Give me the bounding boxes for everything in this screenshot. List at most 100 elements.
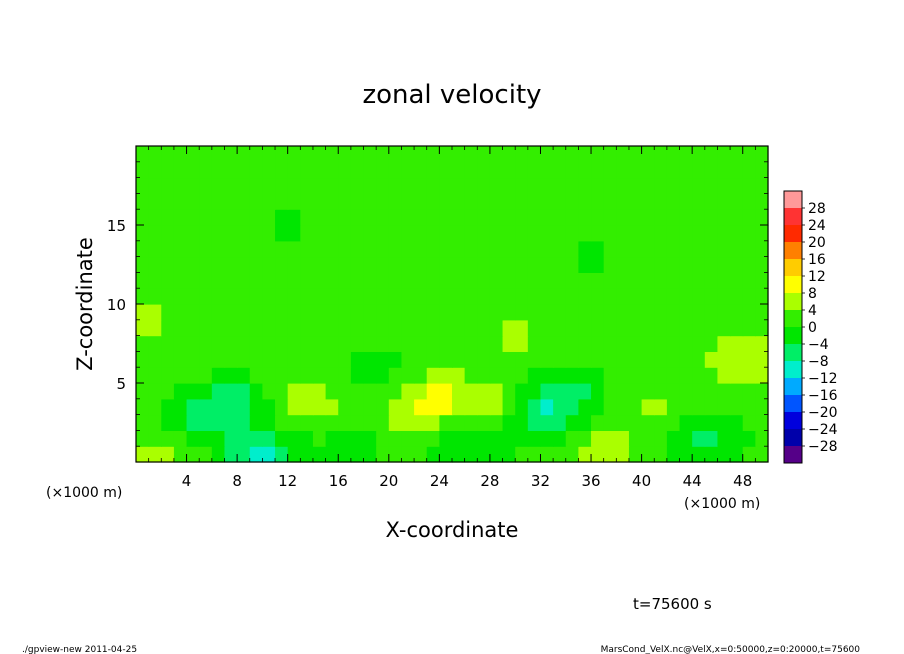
heatmap-cell: [287, 288, 301, 305]
heatmap-cell: [287, 304, 301, 321]
heatmap-cell: [515, 256, 529, 273]
heatmap-cell: [300, 335, 314, 352]
heatmap-cell: [211, 256, 226, 273]
heatmap-cell: [641, 256, 655, 273]
heatmap-cell: [161, 146, 175, 163]
heatmap-cell: [578, 225, 592, 242]
heatmap-cell: [489, 146, 504, 163]
heatmap-cell: [527, 430, 542, 447]
heatmap-cell: [224, 446, 238, 463]
heatmap-cell: [401, 256, 415, 273]
heatmap-cell: [148, 398, 162, 416]
heatmap-cell: [565, 288, 579, 305]
heatmap-cell: [376, 335, 390, 352]
heatmap-cell: [628, 146, 643, 163]
heatmap-cell: [679, 272, 693, 289]
x-tick-label: 16: [329, 472, 348, 490]
colorbar-label: 24: [808, 218, 826, 234]
heatmap-cell: [502, 351, 516, 368]
heatmap-cell: [224, 398, 238, 416]
heatmap-cell: [742, 161, 756, 179]
heatmap-cell: [325, 430, 339, 447]
heatmap-cell: [452, 288, 466, 305]
heatmap-cell: [628, 240, 643, 258]
heatmap-cell: [173, 351, 188, 368]
heatmap-cell: [300, 272, 314, 289]
heatmap-cell: [376, 398, 390, 416]
heatmap-cell: [704, 161, 719, 179]
heatmap-cell: [578, 161, 592, 179]
heatmap-cell: [237, 256, 251, 273]
heatmap-cell: [237, 272, 251, 289]
heatmap-cell: [578, 272, 592, 289]
heatmap-cell: [136, 288, 150, 305]
heatmap-cell: [414, 240, 428, 258]
heatmap-cell: [211, 177, 226, 194]
heatmap-cell: [565, 240, 579, 258]
heatmap-cell: [502, 304, 516, 321]
heatmap-cell: [591, 225, 605, 242]
heatmap-cell: [186, 272, 200, 289]
heatmap-cell: [249, 272, 263, 289]
heatmap-cell: [388, 146, 403, 163]
heatmap-cell: [502, 177, 516, 194]
heatmap-cell: [224, 225, 238, 242]
heatmap-cell: [730, 177, 744, 194]
heatmap-cell: [363, 430, 377, 447]
heatmap-cell: [603, 225, 617, 242]
heatmap-cell: [199, 383, 213, 400]
heatmap-cell: [262, 367, 276, 384]
heatmap-cell: [717, 351, 731, 368]
heatmap-cell: [515, 146, 529, 163]
heatmap-cell: [489, 430, 504, 447]
heatmap-cell: [350, 240, 365, 258]
heatmap-cell: [742, 304, 756, 321]
heatmap-cell: [262, 398, 276, 416]
heatmap-cell: [148, 446, 162, 463]
heatmap-cell: [426, 161, 440, 179]
heatmap-cell: [161, 398, 175, 416]
heatmap-cell: [616, 319, 630, 337]
heatmap-cell: [742, 146, 756, 163]
heatmap-cell: [704, 335, 719, 352]
heatmap-cell: [540, 446, 554, 463]
heatmap-cell: [401, 161, 415, 179]
heatmap-cell: [275, 177, 289, 194]
heatmap-cell: [578, 351, 592, 368]
heatmap-cell: [262, 272, 276, 289]
heatmap-cell: [173, 430, 188, 447]
heatmap-cell: [742, 446, 756, 463]
heatmap-cell: [692, 288, 706, 305]
colorbar-label: −20: [808, 405, 838, 421]
heatmap-cell: [148, 430, 162, 447]
heatmap-cell: [275, 383, 289, 400]
heatmap-cell: [628, 446, 643, 463]
heatmap-cell: [439, 446, 453, 463]
heatmap-cell: [755, 367, 769, 384]
heatmap-cell: [376, 272, 390, 289]
heatmap-cell: [489, 240, 504, 258]
heatmap-cell: [616, 209, 630, 226]
heatmap-cell: [249, 367, 263, 384]
heatmap-cell: [350, 161, 365, 179]
heatmap-cell: [161, 256, 175, 273]
heatmap-cell: [414, 367, 428, 384]
heatmap-cell: [237, 414, 251, 431]
colorbar-swatch: [784, 191, 802, 209]
heatmap-cell: [628, 430, 643, 447]
heatmap-cell: [414, 256, 428, 273]
heatmap-cell: [211, 288, 226, 305]
heatmap-cell: [591, 272, 605, 289]
heatmap-cell: [426, 398, 440, 416]
heatmap-cell: [578, 193, 592, 210]
heatmap-cell: [666, 193, 681, 210]
heatmap-cell: [452, 161, 466, 179]
heatmap-cell: [173, 256, 188, 273]
x-tick-label: 48: [733, 472, 752, 490]
heatmap-cell: [591, 161, 605, 179]
heatmap-cell: [515, 398, 529, 416]
heatmap-cell: [692, 398, 706, 416]
heatmap-cell: [641, 383, 655, 400]
heatmap-cell: [401, 304, 415, 321]
heatmap-cell: [591, 193, 605, 210]
